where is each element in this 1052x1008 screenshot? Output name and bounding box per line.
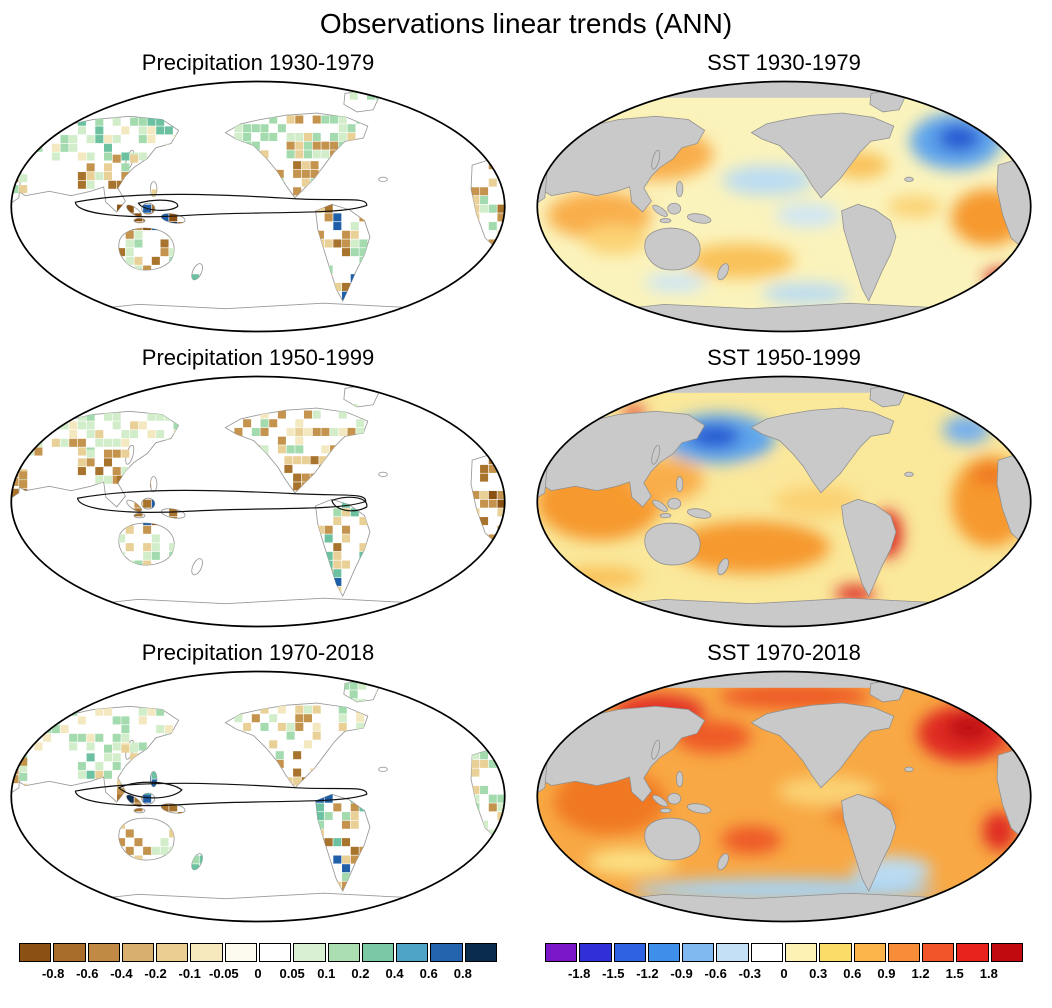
map-precip-1950-1999 [10,375,506,628]
colorbar-segment [956,943,989,962]
panel-title-precip-1970-2018: Precipitation 1970-2018 [141,640,375,665]
colorbar-segment [784,943,818,962]
panel-sst-1930-1979: SST 1930-1979 [516,42,1052,337]
colorbar-tick-label: -0.9 [670,966,693,981]
sst-colorbar-segments [545,943,1023,962]
colorbar-tick-label: 0.4 [385,966,404,981]
colorbar-tick-label: 0.3 [809,966,828,981]
colorbar-segment [716,943,749,962]
panel-precip-1930-1979: Precipitation 1930-1979 [0,42,516,337]
colorbar-segment [613,943,646,962]
map-sst-1930-1979 [536,80,1032,333]
colorbar-tick-label: -0.4 [110,966,133,981]
sst-colorbar-ticks: -1.8 -1.5 -1.2 -0.9 -0.6 -0.3 0 0.3 0.6 0.9 1.2 1.5… [545,966,1023,983]
precipitation-colorbar-segments [19,943,497,962]
colorbar-tick-label: -0.6 [76,966,99,981]
colorbar-segment [682,943,715,962]
colorbar-tick-label: 0.6 [843,966,862,981]
colorbar-segment [53,943,86,962]
precipitation-colorbar-ticks: -0.8 -0.6 -0.4 -0.2 -0.1 -0.05 0 0.05 0.1 0.2 0.4 0… [19,966,497,983]
colorbar-segment [190,943,223,962]
map-sst-1970-2018 [536,670,1032,923]
colorbar-tick-label: -1.8 [567,966,591,981]
colorbar-tick-label: 0.1 [317,966,336,981]
colorbar-row: -0.8 -0.6 -0.4 -0.2 -0.1 -0.05 0 0.05 0.1 0.2 0.4 0… [0,943,1052,983]
colorbar-segment [887,943,921,962]
colorbar-tick-label: 0.2 [351,966,370,981]
colorbar-segment [430,943,463,962]
figure-title: Observations linear trends (ANN) [319,8,733,39]
map-sst-1950-1999 [536,375,1032,628]
colorbar-tick-label: -0.2 [144,966,167,981]
panel-grid: Precipitation 1930-1979 SST 1930-1979 Prec… [0,42,1052,927]
colorbar-segment [156,943,189,962]
precip-colorbar: -0.8 -0.6 -0.4 -0.2 -0.1 -0.05 0 0.05 0.1 0.2 0.4 0… [19,943,497,983]
colorbar-tick-label: 1.5 [945,966,964,981]
colorbar-tick-label: 1.8 [979,966,998,981]
colorbar-segment [224,943,257,962]
colorbar-segment [853,943,886,962]
panel-title-precip-1930-1979: Precipitation 1930-1979 [141,50,375,75]
panel-sst-1950-1999: SST 1950-1999 [516,337,1052,632]
panel-title-sst-1930-1979: SST 1930-1979 [707,50,861,75]
colorbar-tick-label: 0.8 [453,966,472,981]
colorbar-tick-label: -0.1 [178,966,201,981]
panel-title-sst-1970-2018: SST 1970-2018 [707,640,861,665]
colorbar-segment [327,943,360,962]
colorbar-tick-label: -0.6 [704,966,727,981]
colorbar-tick-label: -1.5 [602,966,625,981]
colorbar-tick-label: 1.2 [911,966,930,981]
panel-precip-1950-1999: Precipitation 1950-1999 [0,337,516,632]
colorbar-segment [396,943,429,962]
panel-sst-1970-2018: SST 1970-2018 [516,632,1052,927]
colorbar-segment [750,943,783,962]
colorbar-segment [990,943,1023,962]
colorbar-segment [361,943,395,962]
colorbar-tick-label: -0.3 [738,966,762,981]
map-precip-1930-1979 [10,80,506,333]
colorbar-segment [579,943,612,962]
colorbar-segment [464,943,497,962]
colorbar-segment [922,943,955,962]
colorbar-segment [545,943,578,962]
colorbar-segment [19,943,52,962]
colorbar-segment [293,943,326,962]
panel-precip-1970-2018: Precipitation 1970-2018 [0,632,516,927]
colorbar-tick-label: 0.9 [877,966,896,981]
colorbar-segment [258,943,292,962]
colorbar-segment [819,943,852,962]
panel-title-sst-1950-1999: SST 1950-1999 [707,345,861,370]
colorbar-tick-label: -0.05 [209,966,239,981]
colorbar-tick-label: 0 [780,966,788,981]
map-precip-1970-2018 [10,670,506,923]
colorbar-tick-label: 0.05 [279,966,305,981]
colorbar-tick-label: 0.6 [419,966,438,981]
colorbar-segment [647,943,681,962]
panel-title-precip-1950-1999: Precipitation 1950-1999 [141,345,375,370]
colorbar-tick-label: 0 [254,966,262,981]
colorbar-tick-label: -0.8 [41,966,65,981]
sst-colorbar: -1.8 -1.5 -1.2 -0.9 -0.6 -0.3 0 0.3 0.6 0.9 1.2 1.5… [545,943,1023,983]
colorbar-segment [121,943,155,962]
colorbar-segment [87,943,120,962]
colorbar-tick-label: -1.2 [636,966,659,981]
